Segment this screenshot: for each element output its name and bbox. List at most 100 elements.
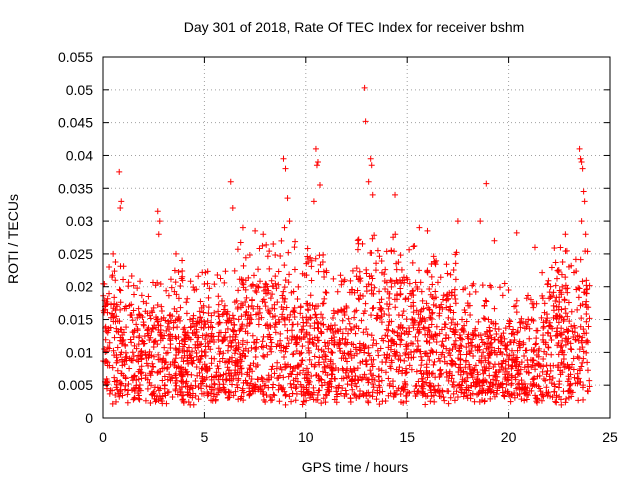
data-point	[564, 313, 571, 320]
data-point-outlier	[227, 178, 234, 185]
data-point	[123, 353, 130, 360]
data-point	[346, 289, 353, 296]
data-point	[391, 391, 398, 398]
data-point	[152, 282, 159, 289]
data-point	[447, 352, 454, 359]
data-point	[136, 392, 143, 399]
data-point	[532, 366, 539, 373]
data-point-outlier	[310, 198, 317, 205]
data-point-outlier	[173, 250, 180, 257]
data-point	[228, 339, 235, 346]
data-point	[221, 302, 228, 309]
data-point	[562, 274, 569, 281]
data-point	[545, 323, 552, 330]
data-points	[100, 84, 593, 408]
data-point	[406, 328, 413, 335]
data-point	[204, 392, 211, 399]
data-point	[112, 277, 119, 284]
data-point	[344, 381, 351, 388]
data-point	[344, 358, 351, 365]
data-point-outlier	[179, 257, 186, 264]
data-point	[438, 342, 445, 349]
axis-ticks	[102, 56, 611, 419]
data-point	[304, 255, 311, 262]
data-point	[501, 335, 508, 342]
y-tick-label: 0.05	[66, 82, 93, 98]
data-point	[533, 327, 540, 334]
data-point	[140, 319, 147, 326]
data-point	[501, 393, 508, 400]
data-point	[264, 351, 271, 358]
data-point	[386, 380, 393, 387]
data-point	[441, 397, 448, 404]
data-point	[478, 353, 485, 360]
data-point	[499, 380, 506, 387]
data-point	[232, 388, 239, 395]
data-point	[307, 302, 314, 309]
data-point	[464, 374, 471, 381]
data-point	[543, 389, 550, 396]
data-point	[575, 397, 582, 404]
data-point	[206, 285, 213, 292]
data-point-outlier	[392, 191, 399, 198]
data-point	[444, 270, 451, 277]
data-point	[228, 370, 235, 377]
data-point	[272, 251, 279, 258]
data-point	[292, 397, 299, 404]
data-point	[118, 349, 125, 356]
data-point	[137, 278, 144, 285]
data-point	[357, 359, 364, 366]
data-point	[263, 392, 270, 399]
data-point	[271, 392, 278, 399]
data-point	[154, 341, 161, 348]
data-point	[161, 332, 168, 339]
data-point-outlier	[106, 264, 113, 271]
data-point	[203, 374, 210, 381]
data-point	[569, 389, 576, 396]
data-point	[486, 327, 493, 334]
data-point	[565, 299, 572, 306]
data-point	[253, 311, 260, 318]
data-point	[375, 352, 382, 359]
data-point	[479, 339, 486, 346]
data-point	[505, 390, 512, 397]
data-point	[470, 367, 477, 374]
y-tick-label: 0.005	[58, 377, 93, 393]
data-point	[110, 347, 117, 354]
data-point	[568, 346, 575, 353]
data-point	[352, 330, 359, 337]
data-point	[487, 340, 494, 347]
x-tick-label: 5	[201, 429, 209, 445]
data-point	[326, 388, 333, 395]
data-point	[324, 362, 331, 369]
data-point	[488, 319, 495, 326]
data-point	[420, 324, 427, 331]
data-point	[571, 329, 578, 336]
data-point	[461, 322, 468, 329]
data-point	[119, 362, 126, 369]
data-point	[124, 391, 131, 398]
data-point	[559, 283, 566, 290]
data-point	[234, 360, 241, 367]
data-point	[290, 350, 297, 357]
data-point	[280, 353, 287, 360]
data-point	[540, 324, 547, 331]
data-point	[317, 261, 324, 268]
data-point	[553, 392, 560, 399]
data-point	[286, 393, 293, 400]
data-point	[285, 279, 292, 286]
data-point	[489, 382, 496, 389]
data-point	[532, 392, 539, 399]
data-point	[546, 373, 553, 380]
data-point	[117, 379, 124, 386]
data-point	[406, 246, 413, 253]
data-point	[126, 365, 133, 372]
data-point	[339, 317, 346, 324]
data-point	[561, 296, 568, 303]
data-point	[303, 260, 310, 267]
data-point	[118, 356, 125, 363]
data-point	[252, 381, 259, 388]
data-point	[285, 340, 292, 347]
data-point	[537, 388, 544, 395]
data-point	[548, 264, 555, 271]
